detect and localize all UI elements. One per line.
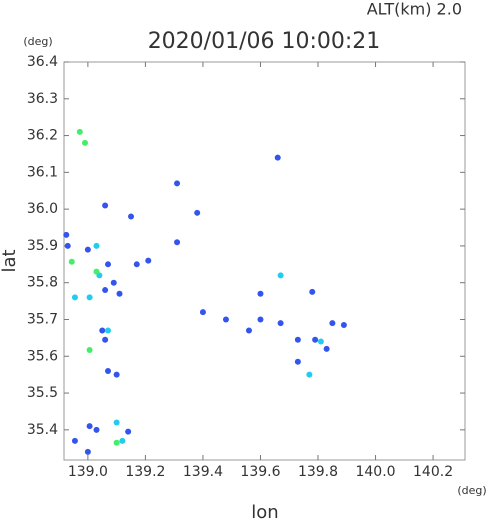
echo-point [113,439,120,446]
y-tick-label: 35.7 [27,311,58,327]
echo-point [245,327,252,334]
echo-point [174,239,181,246]
echo-point [323,345,330,352]
x-tick-label: 140.0 [355,464,395,480]
y-tick-label: 35.4 [27,422,58,438]
echo-point [116,290,123,297]
y-tick-label: 35.8 [27,275,58,291]
echo-point [99,327,106,334]
echo-point [222,316,229,323]
x-tick-label: 139.4 [183,464,223,480]
y-tick-label: 35.6 [27,348,58,364]
echo-point [102,336,109,343]
y-tick-label: 36.1 [27,164,58,180]
y-axis-label: lat [0,249,20,272]
echo-point [86,294,93,301]
x-tick-label: 139.6 [240,464,280,480]
echo-point [340,322,347,329]
chart-subtitle: ALT(km) 2.0 [367,0,462,19]
echo-point [76,128,83,135]
echo-point [274,154,281,161]
plot-frame [63,61,466,461]
echo-point [294,358,301,365]
echo-point [102,287,109,294]
echo-point [71,294,78,301]
echo-point [145,257,152,264]
echo-point [93,268,100,275]
echo-point [105,327,112,334]
echo-point [110,279,117,286]
y-unit: (deg) [23,35,52,48]
echo-point [257,290,264,297]
x-tick-label: 139.0 [68,464,108,480]
echo-point [257,316,264,323]
echo-point [312,336,319,343]
chart-title: 2020/01/06 10:00:21 [148,29,381,54]
echo-point [93,426,100,433]
echo-point [294,336,301,343]
echo-point [105,261,112,268]
echo-point [105,367,112,374]
echo-point [125,428,132,435]
y-tick-label: 35.9 [27,238,58,254]
echo-point [174,180,181,187]
x-tick-label: 139.2 [125,464,165,480]
echo-point [277,272,284,279]
echo-point [84,448,91,455]
echo-point [71,437,78,444]
echo-point [86,347,93,354]
y-tick-label: 36.0 [27,201,58,217]
echo-point [317,338,324,345]
x-tick-label: 139.8 [298,464,338,480]
echo-point [93,242,100,249]
echo-point [194,209,201,216]
echo-point [113,371,120,378]
x-tick-label: 140.2 [413,464,453,480]
y-tick-label: 36.2 [27,128,58,144]
echo-point [133,261,140,268]
echo-point [128,213,135,220]
y-tick-label: 35.5 [27,385,58,401]
echo-point [86,423,93,430]
echo-point [113,419,120,426]
echo-point [68,258,75,265]
echo-point [63,231,70,238]
echo-point [309,288,316,295]
echo-point [306,371,313,378]
x-axis-label: lon [251,502,278,521]
echo-point [119,437,126,444]
echo-point [102,202,109,209]
x-unit: (deg) [457,484,486,497]
echo-point [199,309,206,316]
y-tick-label: 36.3 [27,91,58,107]
echo-point [81,139,88,146]
echo-point [329,320,336,327]
echo-point [277,320,284,327]
echo-point [64,242,71,249]
echo-point [84,246,91,253]
y-tick-label: 36.4 [27,54,58,70]
